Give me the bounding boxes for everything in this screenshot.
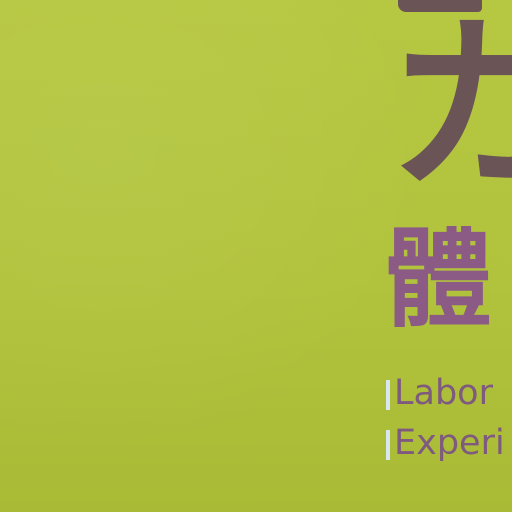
title-stroke-fragment xyxy=(398,0,482,12)
english-line-1: Labor xyxy=(386,376,512,416)
english-line-2: Experi xyxy=(386,426,512,466)
english-line-2-text: Experi xyxy=(394,426,505,463)
english-line-1-text: Labor xyxy=(394,376,493,413)
title-glyph-container: カ xyxy=(382,18,512,210)
highlight-bar xyxy=(386,430,390,460)
highlight-bar xyxy=(386,380,390,410)
title-glyph: カ xyxy=(386,18,512,202)
kanji-text: 體 xyxy=(384,226,493,342)
